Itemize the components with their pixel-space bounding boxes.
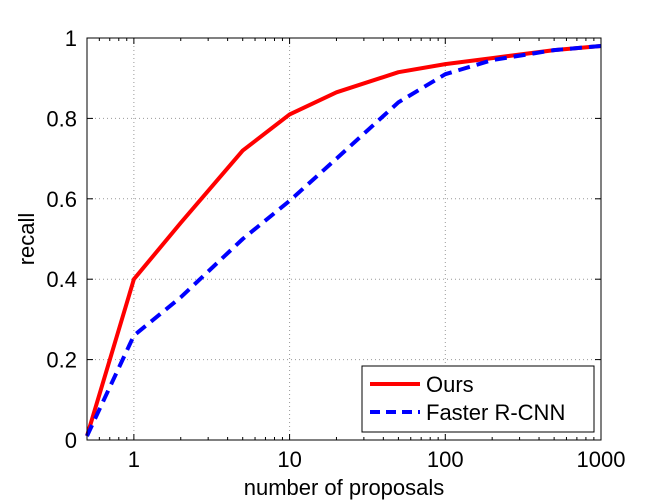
y-tick-label: 1 xyxy=(65,26,77,51)
y-tick-label: 0.2 xyxy=(46,348,77,373)
legend-box xyxy=(361,365,595,433)
axis-ticks: 1 10 100 1000 0 0.2 0.4 0.6 0.8 1 xyxy=(46,26,625,472)
grid xyxy=(87,38,601,440)
legend-label: Faster R-CNN xyxy=(426,400,565,425)
y-tick-label: 0.8 xyxy=(46,106,77,131)
y-tick-label: 0.4 xyxy=(46,267,77,292)
legend: Ours Faster R-CNN xyxy=(361,365,595,433)
y-tick-label: 0 xyxy=(65,428,77,453)
series-lines xyxy=(85,44,602,437)
x-tick-label: 100 xyxy=(427,447,464,472)
y-axis-label: recall xyxy=(14,213,39,266)
legend-label: Ours xyxy=(426,372,474,397)
x-tick-label: 10 xyxy=(277,447,301,472)
x-tick-label: 1 xyxy=(128,447,140,472)
x-tick-label: 1000 xyxy=(577,447,626,472)
series-line-faster-r-cnn xyxy=(85,44,602,437)
y-tick-label: 0.6 xyxy=(46,187,77,212)
x-axis-label: number of proposals xyxy=(244,475,445,500)
series-line-ours xyxy=(85,44,602,437)
plot-area-frame xyxy=(86,37,602,441)
